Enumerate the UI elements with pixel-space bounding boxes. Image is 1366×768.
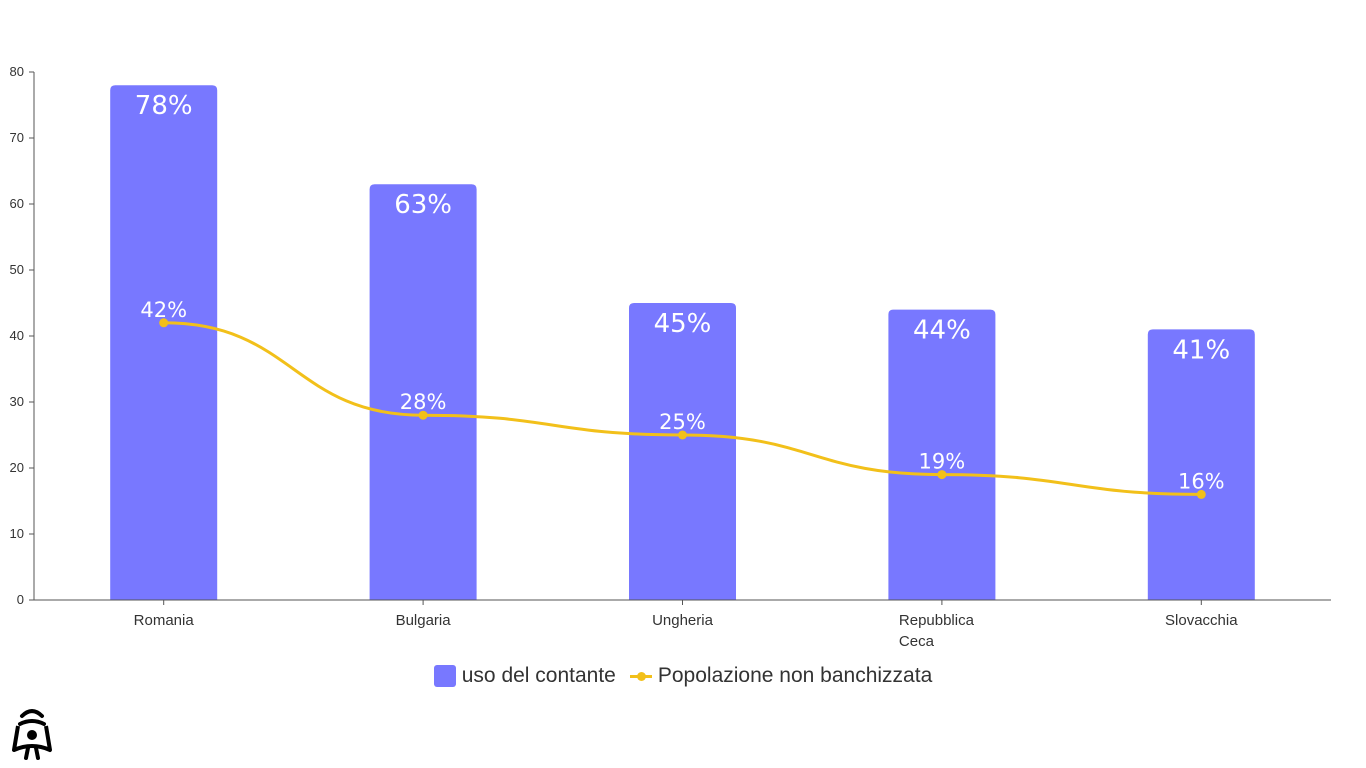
bar-series	[110, 85, 1255, 600]
legend-swatch-line	[629, 665, 652, 687]
y-tick-label: 60	[10, 196, 24, 211]
legend-swatch-bar	[433, 665, 456, 687]
bar-value-label: 44%	[913, 316, 971, 346]
line-value-label: 19%	[919, 450, 966, 474]
x-axis: Romania Bulgaria Ungheria Repubblica Ceca Slo…	[34, 599, 1331, 650]
line-point-bulgaria	[418, 410, 428, 420]
y-tick-label: 40	[10, 328, 24, 343]
bar-value-label: 63%	[394, 190, 452, 220]
y-tick-label: 80	[10, 64, 24, 79]
line-value-label: 16%	[1178, 469, 1225, 493]
x-tick-label: Repubblica Ceca	[899, 612, 975, 650]
combo-chart: 0 10 20 30 40 50 60 70 80 Romania Bulgaria Ungheri…	[10, 64, 1331, 650]
legend-label-line: Popolazione non banchizzata	[657, 664, 933, 687]
line-value-label: 28%	[400, 390, 447, 414]
bar-bulgaria	[369, 184, 477, 600]
legend: uso del contante Popolazione non banchiz…	[0, 664, 1366, 688]
y-tick-label: 50	[10, 262, 24, 277]
x-tick-label: Ungheria	[652, 612, 714, 629]
y-tick-label: 10	[10, 526, 24, 541]
bar-repubblica-ceca	[888, 309, 996, 600]
line-value-label: 42%	[140, 298, 187, 322]
bar-value-label: 41%	[1172, 335, 1230, 365]
legend-item-line[interactable]: Popolazione non banchizzata	[629, 664, 933, 688]
bar-value-label: 45%	[654, 309, 712, 339]
mascot-logo-icon	[12, 709, 52, 760]
x-tick-label: Bulgaria	[396, 612, 452, 629]
y-tick-label: 70	[10, 130, 24, 145]
y-tick-label: 20	[10, 460, 24, 475]
line-point-repubblica-ceca	[937, 470, 947, 480]
line-value-label: 25%	[659, 410, 706, 434]
x-tick-label: Romania	[134, 612, 195, 629]
line-series	[159, 318, 1206, 499]
legend-label-bar: uso del contante	[461, 664, 616, 687]
bar-slovacchia	[1147, 329, 1255, 600]
data-labels: 78% 63% 45% 44% 41% 42% 28% 25% 19% 16%	[135, 91, 1230, 493]
bar-value-label: 78%	[135, 91, 193, 121]
line-point-slovacchia	[1196, 489, 1206, 499]
legend-item-bar[interactable]: uso del contante	[433, 664, 616, 688]
line-point-romania	[159, 318, 169, 328]
y-tick-label: 0	[17, 592, 24, 607]
y-axis: 0 10 20 30 40 50 60 70 80	[10, 64, 35, 607]
y-tick-label: 30	[10, 394, 24, 409]
line-point-ungheria	[678, 430, 687, 440]
x-tick-label: Slovacchia	[1165, 612, 1238, 629]
bar-romania	[110, 85, 218, 600]
bar-ungheria	[629, 303, 736, 600]
